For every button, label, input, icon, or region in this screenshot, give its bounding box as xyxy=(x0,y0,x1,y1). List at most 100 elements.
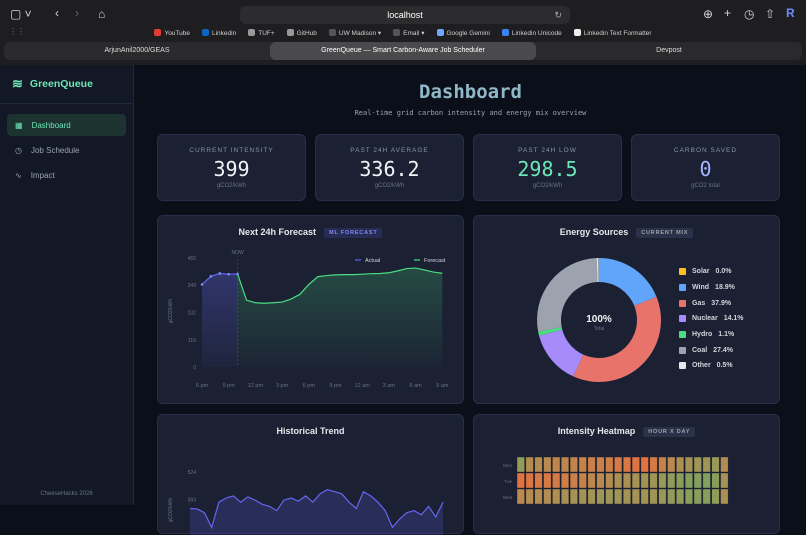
heatmap-cell xyxy=(640,472,649,489)
forward-icon[interactable]: › xyxy=(75,6,79,20)
forecast-chart: 0 116 232 349 465 6 pm 9 pm 12 pm 3 pm 6 pm 9 pm 12… xyxy=(168,250,449,389)
profile-icon[interactable]: R xyxy=(786,6,795,20)
forecast-line xyxy=(237,267,443,304)
sidebar-item-impact[interactable]: ∿ Impact xyxy=(7,164,126,186)
bookmark-label: Linkedin Text Formatter xyxy=(583,30,652,37)
x-tick-label: 3 pm xyxy=(276,383,289,389)
bookmark[interactable]: UW Madison ▾ xyxy=(328,29,382,37)
heatmap-cell xyxy=(667,472,676,489)
stat-unit: gCO2/kWh xyxy=(532,183,563,189)
heatmap-cell xyxy=(720,456,729,473)
bookmark[interactable]: Linkedin Unicode xyxy=(501,29,562,37)
stat-unit: gCO2/kWh xyxy=(374,183,405,189)
heatmap-cell xyxy=(631,472,640,489)
bookmark-label: GitHub xyxy=(296,30,317,37)
slice-coal xyxy=(537,258,598,332)
legend-swatch xyxy=(679,284,686,292)
back-icon[interactable]: ‹ xyxy=(55,6,59,20)
bookmark-label: Linkedin xyxy=(212,30,237,37)
page-subtitle: Real-time grid carbon intensity and ener… xyxy=(354,109,587,117)
heatmap-cell xyxy=(658,488,667,505)
history-icon[interactable]: ◷ xyxy=(744,7,755,21)
bookmark[interactable]: Google Gemini xyxy=(436,29,490,37)
legend-name: Other xyxy=(692,362,711,370)
heatmap-cell xyxy=(658,456,667,473)
sidebar-item-job-schedule[interactable]: ◷ Job Schedule xyxy=(7,139,126,161)
legend-swatch xyxy=(679,346,686,354)
bookmark-label: Linkedin Unicode xyxy=(511,30,562,37)
bookmark[interactable]: TUF+ xyxy=(248,29,275,37)
legend-swatch xyxy=(679,299,686,307)
nav-label: Dashboard xyxy=(31,120,71,130)
legend-value: 0.5% xyxy=(716,362,733,370)
heatmap-cell xyxy=(578,472,587,489)
bookmark[interactable]: YouTube xyxy=(154,29,190,37)
heatmap-cell xyxy=(622,488,631,505)
address-bar[interactable]: localhost ↻ xyxy=(240,6,570,24)
stat-card: PAST 24H AVERAGE 336.2 gCO2/kWh xyxy=(315,134,464,201)
heatmap-cell xyxy=(569,456,578,473)
legend-item: Other 0.5% xyxy=(679,358,744,374)
x-tick-label: 6 pm xyxy=(196,383,209,389)
heatmap-cell xyxy=(543,472,552,489)
legend-swatch xyxy=(679,331,686,339)
heatmap-cell xyxy=(720,488,729,505)
bookmark-label: YouTube xyxy=(164,30,190,37)
row-label: Mon xyxy=(503,463,512,468)
legend-item: Nuclear 14.1% xyxy=(679,311,744,327)
legend-value: 18.9% xyxy=(715,284,735,292)
actual-point xyxy=(218,272,222,275)
sidebar-item-dashboard[interactable]: ▦ Dashboard xyxy=(7,114,126,136)
apps-icon[interactable]: ⋮⋮ xyxy=(9,27,25,36)
hour-day-badge: HOUR X DAY xyxy=(643,427,696,437)
brand[interactable]: ≋ GreenQueue xyxy=(0,65,133,104)
heatmap-cell xyxy=(516,456,525,473)
x-tick-label: 3 am xyxy=(383,383,396,389)
heatmap-cell xyxy=(711,488,720,505)
bookmark[interactable]: GitHub xyxy=(286,29,317,37)
stat-label: PAST 24H LOW xyxy=(518,147,577,154)
historical-trend-card: Historical Trend 393 524 gCO2/kWh xyxy=(157,414,464,535)
legend-value: 27.4% xyxy=(713,346,734,354)
tab-greenqueue[interactable]: GreenQueue — Smart Carbon-Aware Job Sche… xyxy=(270,42,536,60)
tab-github[interactable]: ArjunAnil2000/GEAS xyxy=(104,47,170,54)
download-icon[interactable]: ⊕ xyxy=(703,7,714,21)
slice-nuclear xyxy=(539,329,584,377)
bookmark[interactable]: Linkedin xyxy=(202,29,236,37)
y-tick-label: 0 xyxy=(193,365,196,371)
home-icon[interactable]: ⌂ xyxy=(98,7,106,21)
sidebar-toggle-icon[interactable]: ▢ ˅ xyxy=(10,7,32,21)
heatmap-cell xyxy=(569,472,578,489)
bookmark-label: UW Madison ▾ xyxy=(338,30,382,37)
heatmap-cell xyxy=(596,488,605,505)
new-tab-icon[interactable]: + xyxy=(724,6,732,20)
stat-unit: gCO2 total xyxy=(691,183,720,189)
bookmark[interactable]: Email ▾ xyxy=(393,29,425,37)
heatmap-cell xyxy=(552,472,561,489)
tab-devpost[interactable]: Devpost xyxy=(656,47,682,54)
heatmap-cell xyxy=(525,456,534,473)
forecast-area xyxy=(237,268,443,367)
activity-icon: ∿ xyxy=(15,170,22,180)
reload-icon[interactable]: ↻ xyxy=(554,10,562,20)
historical-title: Historical Trend xyxy=(276,426,345,436)
heatmap-cell xyxy=(676,472,685,489)
actual-area xyxy=(202,273,238,367)
bookmark[interactable]: Linkedin Text Formatter xyxy=(573,29,652,37)
donut-center-label: Total xyxy=(594,326,605,332)
stat-unit: gCO2/kWh xyxy=(216,183,247,189)
heatmap-cell xyxy=(605,472,614,489)
heatmap-cell xyxy=(658,472,667,489)
tab-bar: ArjunAnil2000/GEAS GreenQueue — Smart Ca… xyxy=(4,42,802,60)
x-tick-label: 12 pm xyxy=(248,383,264,389)
now-label: NOW xyxy=(231,250,244,256)
heatmap-cell xyxy=(525,472,534,489)
heatmap-cell xyxy=(622,456,631,473)
layers-icon: ≋ xyxy=(12,76,23,91)
bookmark-icon xyxy=(202,29,209,36)
heatmap-cell xyxy=(614,456,623,473)
legend-name: Nuclear xyxy=(692,315,718,323)
row-label: Wed xyxy=(503,495,513,500)
legend-item: Hydro 1.1% xyxy=(679,327,744,343)
share-icon[interactable]: ⇧ xyxy=(765,7,776,21)
